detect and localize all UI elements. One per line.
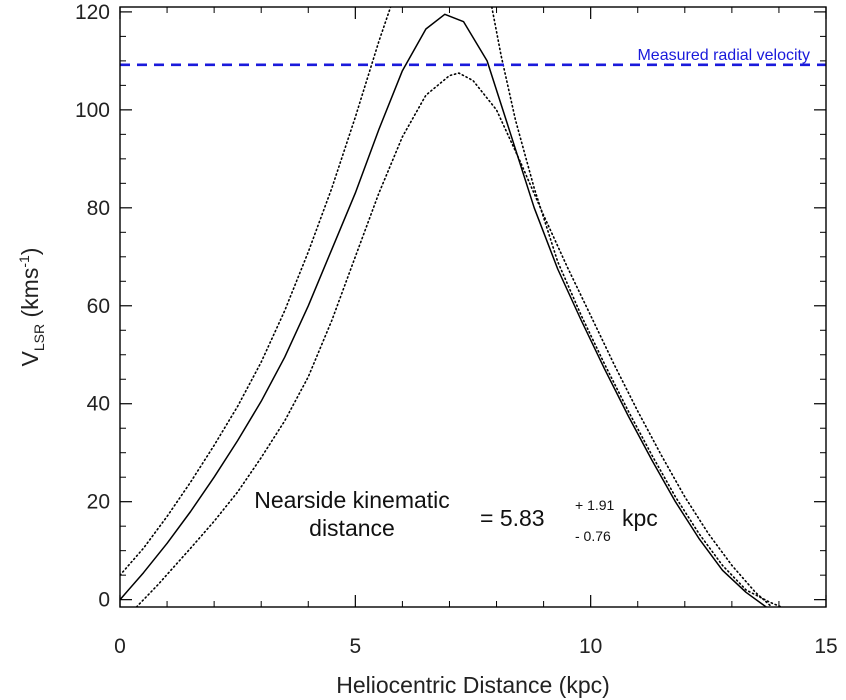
annotation-unit: kpc xyxy=(622,505,658,531)
y-tick-label: 60 xyxy=(87,295,110,318)
y-tick-label: 80 xyxy=(87,197,110,220)
y-tick-label: 100 xyxy=(75,99,110,122)
x-tick-label: 10 xyxy=(579,635,602,658)
x-tick-label: 15 xyxy=(814,635,837,658)
y-axis-title-sub: LSR xyxy=(31,324,47,351)
y-axis-title-unit-open: (kms xyxy=(17,268,43,324)
y-tick-label: 40 xyxy=(87,393,110,416)
annotation-line1: Nearside kinematic xyxy=(254,487,450,513)
rotation-curve-0 xyxy=(120,13,768,607)
y-tick-label: 20 xyxy=(87,491,110,514)
y-axis-title: VLSR (kms-1) xyxy=(16,248,47,367)
annotation-line2: distance xyxy=(309,515,395,541)
x-axis-title: Heliocentric Distance (kpc) xyxy=(336,672,610,698)
y-tick-label: 0 xyxy=(98,589,110,612)
dotted-error-curve-3 xyxy=(135,72,773,607)
measured-velocity-label: Measured radial velocity xyxy=(637,47,810,64)
y-tick-label: 120 xyxy=(75,1,110,24)
tick-labels: 0 5 10 15 0 20 40 60 80 100 120 xyxy=(75,1,838,658)
reference-line-group: Measured radial velocity xyxy=(120,47,826,67)
minor-ticks xyxy=(120,7,826,607)
dotted-error-curve-2 xyxy=(491,7,783,607)
dotted-error-curve-1 xyxy=(120,7,392,576)
y-axis-title-main: V xyxy=(17,350,43,366)
y-axis-title-unit-close: ) xyxy=(17,248,43,256)
annotation-value: = 5.83 xyxy=(480,505,545,531)
curves xyxy=(120,7,783,607)
plot-frame xyxy=(119,6,827,608)
annotation-plus-error: + 1.91 xyxy=(575,497,615,513)
y-axis-title-unit-sup: -1 xyxy=(16,255,32,268)
major-ticks xyxy=(119,7,827,607)
x-tick-label: 0 xyxy=(114,635,126,658)
x-tick-label: 5 xyxy=(349,635,361,658)
annotation-minus-error: - 0.76 xyxy=(575,528,611,544)
